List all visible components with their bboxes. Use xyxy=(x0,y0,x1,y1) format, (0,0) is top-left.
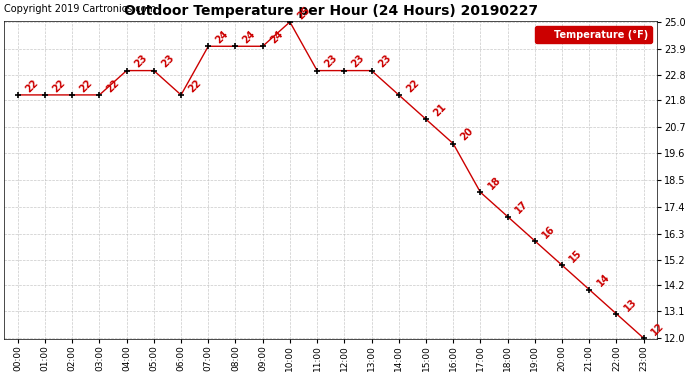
Title: Outdoor Temperature per Hour (24 Hours) 20190227: Outdoor Temperature per Hour (24 Hours) … xyxy=(124,4,538,18)
Text: 23: 23 xyxy=(377,53,394,70)
Text: 23: 23 xyxy=(159,53,176,70)
Text: 23: 23 xyxy=(323,53,339,70)
Text: 22: 22 xyxy=(186,78,204,94)
Text: 22: 22 xyxy=(78,78,95,94)
Text: 25: 25 xyxy=(295,4,312,21)
Text: 16: 16 xyxy=(540,224,557,240)
Text: 22: 22 xyxy=(404,78,421,94)
Text: 21: 21 xyxy=(431,102,448,118)
Text: 22: 22 xyxy=(23,78,40,94)
Text: 24: 24 xyxy=(241,29,257,45)
Text: 20: 20 xyxy=(459,126,475,143)
Text: 17: 17 xyxy=(513,199,530,216)
Text: 22: 22 xyxy=(105,78,121,94)
Legend: Temperature (°F): Temperature (°F) xyxy=(535,26,653,44)
Text: 24: 24 xyxy=(214,29,230,45)
Text: 23: 23 xyxy=(132,53,149,70)
Text: 12: 12 xyxy=(649,321,666,338)
Text: 13: 13 xyxy=(622,297,639,313)
Text: 15: 15 xyxy=(568,248,584,264)
Text: 14: 14 xyxy=(595,272,611,289)
Text: Copyright 2019 Cartronics.com: Copyright 2019 Cartronics.com xyxy=(4,4,156,14)
Text: 24: 24 xyxy=(268,29,285,45)
Text: 22: 22 xyxy=(50,78,67,94)
Text: 23: 23 xyxy=(350,53,366,70)
Text: 18: 18 xyxy=(486,175,502,192)
